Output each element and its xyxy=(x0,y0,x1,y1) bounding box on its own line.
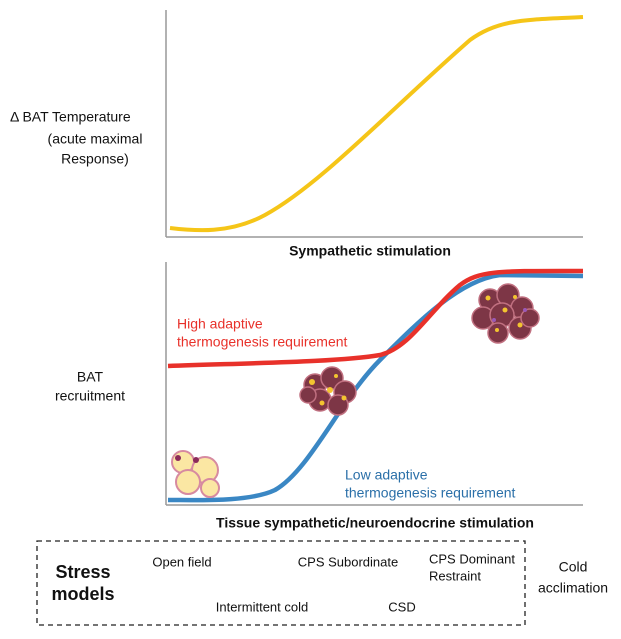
outside-label: Cold xyxy=(559,559,588,575)
x-label: Sympathetic stimulation xyxy=(289,243,451,259)
beige-adipocytes xyxy=(299,366,357,416)
y-label: recruitment xyxy=(55,388,125,404)
stress-box xyxy=(36,540,526,626)
stress-item: CSD xyxy=(388,599,415,614)
y-label: Δ BAT Temperature xyxy=(10,109,131,125)
stress-item: Open field xyxy=(152,554,211,569)
stress-item: CPS Dominant xyxy=(429,551,515,566)
temperature-curve xyxy=(169,15,584,233)
stress-item: CPS Subordinate xyxy=(298,554,398,569)
curve-label: thermogenesis requirement xyxy=(345,485,516,501)
box-title: models xyxy=(51,584,114,604)
stress-item: Intermittent cold xyxy=(216,599,309,614)
high-curve xyxy=(167,268,584,369)
x-label: Tissue sympathetic/neuroendocrine stimul… xyxy=(216,515,534,531)
curve-label: Low adaptive xyxy=(345,467,428,483)
stress-item: Restraint xyxy=(429,568,481,583)
curve-label: High adaptive xyxy=(177,316,263,332)
outside-label: acclimation xyxy=(538,580,608,596)
brown-adipocytes xyxy=(471,283,540,344)
white-adipocytes xyxy=(171,450,220,498)
box-title: Stress xyxy=(55,562,110,582)
y-label: BAT xyxy=(77,369,104,385)
curve-label: thermogenesis requirement xyxy=(177,334,348,350)
y-label: (acute maximal xyxy=(48,131,143,147)
y-label: Response) xyxy=(61,151,129,167)
